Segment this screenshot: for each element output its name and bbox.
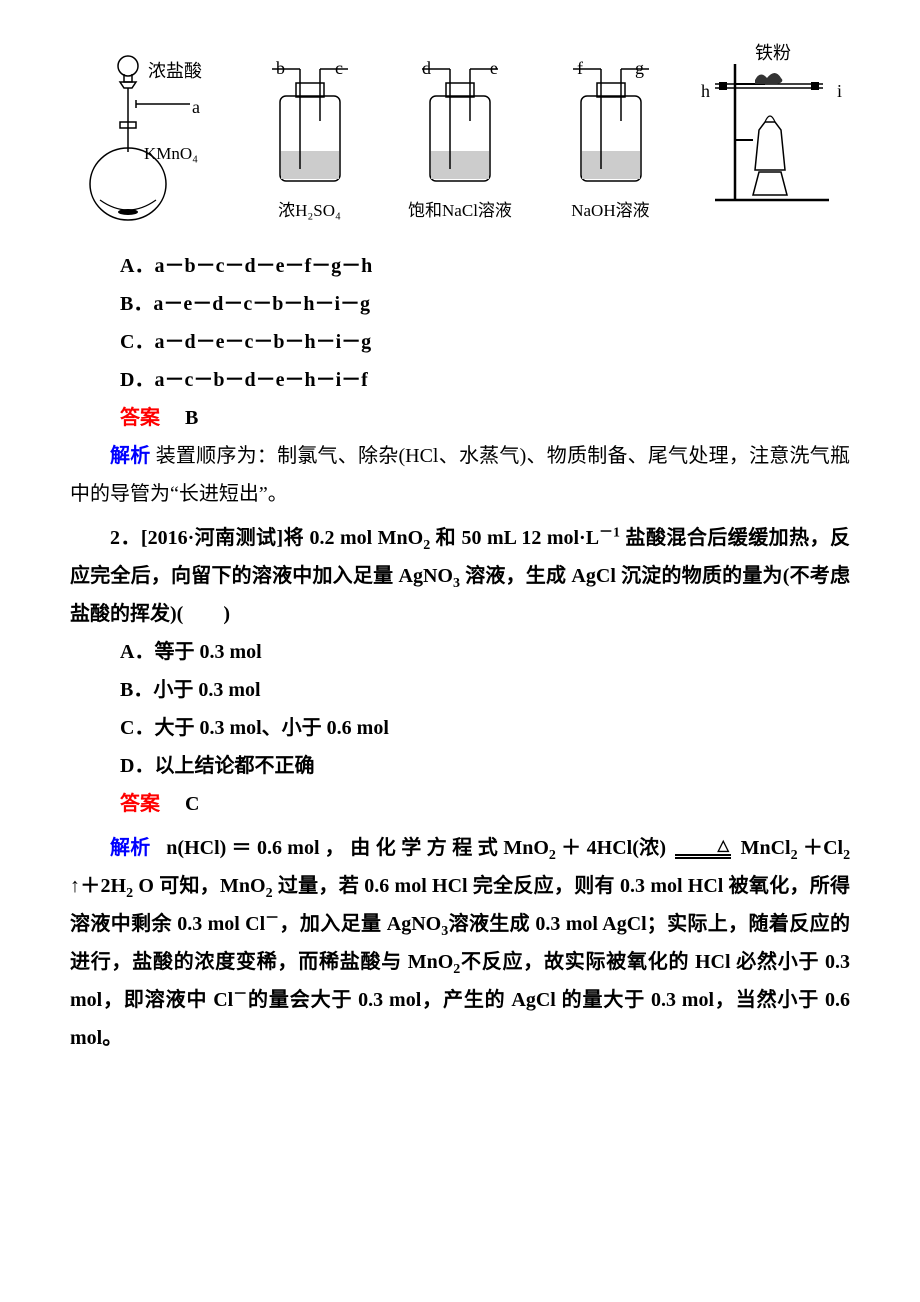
wash-bottle-2: d e 饱和NaCl溶液 <box>408 51 512 227</box>
q1-explain-text: 装置顺序为：制氯气、除杂(HCl、水蒸气)、物质制备、尾气处理，注意洗气瓶中的导… <box>70 445 850 505</box>
q2-option-b: B．小于 0.3 mol <box>70 671 850 709</box>
q2-eq-r2: ＋ 4HCl(浓) <box>561 837 666 859</box>
q1-option-c: C．a－d－e－c－b－h－i－g <box>70 323 850 361</box>
q2-answer-label: 答案 <box>120 793 160 815</box>
q2-option-a: A．等于 0.3 mol <box>70 633 850 671</box>
q2-option-c: C．大于 0.3 mol、小于 0.6 mol <box>70 709 850 747</box>
q2-eq-p2: ＋Cl <box>803 837 843 859</box>
q2-eq-p4: O 可知，MnO <box>138 875 265 897</box>
q1-answer-label: 答案 <box>120 407 160 429</box>
q2-explain-label: 解析 <box>110 837 151 859</box>
flask-apparatus: 浓盐酸 a KMnO₄ <box>80 52 215 227</box>
q1-option-d: D．a－c－b－d－e－h－i－f <box>70 361 850 399</box>
q2-answer-line: 答案 C <box>70 785 850 823</box>
port-d: d <box>422 51 431 85</box>
port-i: i <box>837 74 842 108</box>
wash-bottle-1: b c 浓H₂SO₄ <box>262 51 357 227</box>
q2-eq-r1: MnO <box>503 837 549 859</box>
reaction-bar <box>675 854 731 859</box>
q2-answer-value: C <box>185 793 199 815</box>
triangle-icon: △ <box>678 839 730 854</box>
q1-explain-label: 解析 <box>110 445 150 467</box>
q2-eq-p1: MnCl <box>741 837 791 859</box>
q2-eq-lhs: n(HCl) ＝ 0.6 mol ， <box>166 837 345 859</box>
q2-stem-pre: 2．[2016·河南测试]将 0.2 mol MnO <box>110 527 423 549</box>
port-e: e <box>490 51 498 85</box>
q2-option-d: D．以上结论都不正确 <box>70 747 850 785</box>
bottle1-caption: 浓H₂SO₄ <box>278 195 341 227</box>
q2-stem: 2．[2016·河南测试]将 0.2 mol MnO2 和 50 mL 12 m… <box>70 519 850 633</box>
q1-answer-value: B <box>185 407 198 429</box>
q2-body2: ，加入足量 AgNO <box>279 913 441 935</box>
q1-explain: 解析 装置顺序为：制氯气、除杂(HCl、水蒸气)、物质制备、尾气处理，注意洗气瓶… <box>70 437 850 513</box>
heater-apparatus: 铁粉 h i <box>705 40 840 227</box>
heater-top-label: 铁粉 <box>755 36 791 70</box>
bottle3-caption: NaOH溶液 <box>571 195 649 227</box>
port-b: b <box>276 51 285 85</box>
port-h: h <box>701 74 710 108</box>
flask-top-label: 浓盐酸 <box>148 54 202 88</box>
port-g: g <box>635 51 644 85</box>
flask-body-label: KMnO₄ <box>144 138 198 170</box>
q2-stem-mid1: 和 50 mL 12 mol·L <box>436 527 599 549</box>
q2-explain-eq: 解析 n(HCl) ＝ 0.6 mol ， 由 化 学 方 程 式 MnO2 ＋… <box>70 829 850 1057</box>
q1-option-a: A．a－b－c－d－e－f－g－h <box>70 247 850 285</box>
q2-eq-p3: ↑＋2H <box>70 875 126 897</box>
wash-bottle-3: f g NaOH溶液 <box>563 51 658 227</box>
port-a-label: a <box>192 90 200 124</box>
port-c: c <box>335 51 343 85</box>
q2-eq-intro: 由 化 学 方 程 式 <box>350 837 498 859</box>
bottle2-caption: 饱和NaCl溶液 <box>408 195 512 227</box>
q1-option-b: B．a－e－d－c－b－h－i－g <box>70 285 850 323</box>
reaction-arrow: △ <box>675 839 731 859</box>
q1-answer-line: 答案 B <box>70 399 850 437</box>
apparatus-diagram: 浓盐酸 a KMnO₄ b c 浓H₂SO₄ d e <box>70 40 850 227</box>
port-f: f <box>577 51 583 85</box>
